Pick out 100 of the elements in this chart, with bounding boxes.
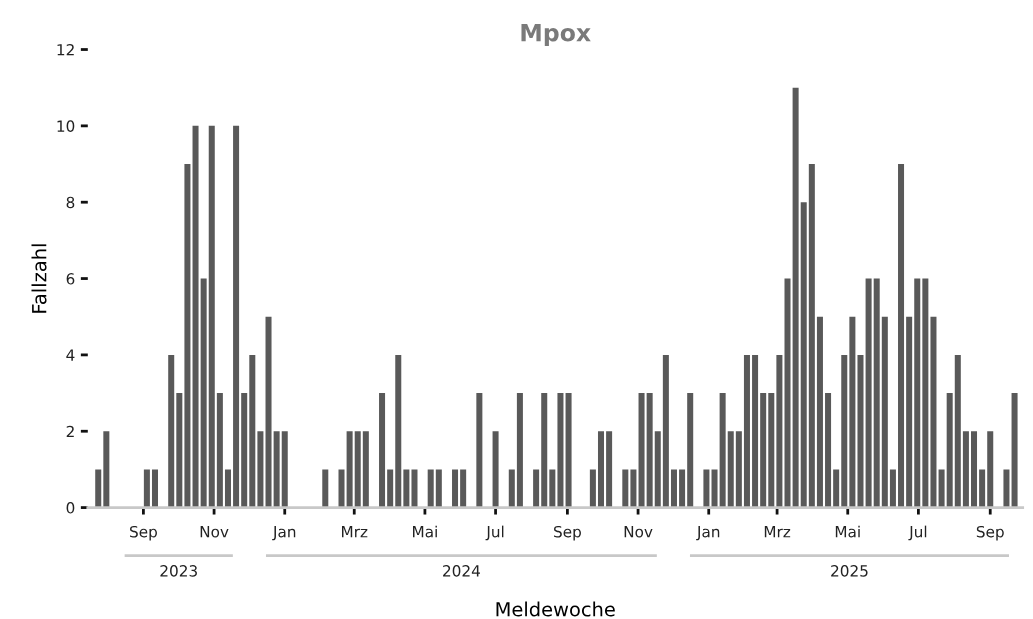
y-tick-label: 4 <box>66 349 75 361</box>
bar <box>865 278 872 508</box>
bar <box>881 316 888 508</box>
x-tick-label: Mrz <box>342 526 368 538</box>
bar <box>427 469 434 508</box>
bar <box>346 431 353 508</box>
y-tick-label: 8 <box>66 196 75 209</box>
bar <box>516 393 523 508</box>
bar <box>597 431 605 508</box>
bar <box>168 354 175 508</box>
bar <box>387 469 394 508</box>
bar <box>379 393 386 508</box>
text: 2024 <box>443 565 480 577</box>
bar <box>792 87 799 508</box>
bar <box>849 316 856 508</box>
bar <box>727 431 734 508</box>
bar <box>143 469 150 508</box>
bar <box>1003 469 1010 508</box>
bar <box>971 431 978 508</box>
bar <box>776 354 783 508</box>
bar <box>241 393 248 508</box>
bar <box>889 469 896 508</box>
bar <box>176 393 183 508</box>
bar <box>224 469 231 508</box>
bar <box>192 125 199 508</box>
bar <box>549 469 556 508</box>
bar <box>257 431 264 508</box>
bar <box>1011 393 1018 508</box>
bar <box>281 431 288 508</box>
y-tick-label: 0 <box>66 502 75 514</box>
x-axis-title: Meldewoche <box>496 601 615 617</box>
bar <box>492 431 499 508</box>
x-tick-label: Jan <box>696 526 720 541</box>
bar <box>857 354 864 508</box>
y-tick-label: 6 <box>66 273 75 285</box>
x-tick-label: Mrz <box>764 526 791 538</box>
bar <box>898 164 905 508</box>
bar <box>784 278 791 508</box>
bar <box>273 431 280 508</box>
bar <box>760 393 767 508</box>
bar <box>216 393 223 508</box>
bar <box>768 393 775 508</box>
bar <box>354 431 361 508</box>
bar <box>922 278 929 508</box>
bar <box>533 469 540 508</box>
bar <box>841 354 848 508</box>
bar <box>557 393 564 508</box>
chart-title: Mpox <box>521 23 591 47</box>
x-tick-label: Mai <box>413 525 437 538</box>
y-tick-label: 12 <box>57 43 74 56</box>
bar <box>646 393 653 508</box>
bar <box>338 469 345 508</box>
bar <box>987 431 994 508</box>
bar <box>95 469 102 508</box>
bar <box>800 202 807 508</box>
x-tick-label: Sep <box>130 525 157 541</box>
bar <box>249 354 256 508</box>
bar <box>403 469 410 508</box>
bar <box>460 469 467 508</box>
bar <box>435 469 442 508</box>
bar <box>979 469 986 508</box>
bar <box>233 125 240 508</box>
bar <box>508 469 515 508</box>
y-tick-label: 10 <box>57 120 75 132</box>
bar <box>541 393 548 508</box>
bar <box>606 431 613 508</box>
bar <box>719 393 726 508</box>
bar <box>938 469 945 508</box>
bar <box>679 469 686 508</box>
x-tick-label: Sep <box>976 525 1004 541</box>
bar <box>825 393 832 508</box>
bar <box>589 469 596 508</box>
bar <box>816 316 823 508</box>
bar <box>670 469 677 508</box>
bar <box>622 469 629 508</box>
y-tick-label: 2 <box>66 425 74 438</box>
bar <box>200 278 207 508</box>
bar <box>954 354 961 508</box>
bar <box>703 469 710 508</box>
bar <box>662 354 669 508</box>
bar <box>743 354 750 508</box>
bar <box>946 393 953 508</box>
bar <box>151 469 159 508</box>
bar <box>654 431 661 508</box>
bar <box>711 469 718 508</box>
bar <box>103 431 110 508</box>
bar <box>833 469 840 508</box>
bar <box>930 316 937 508</box>
bar <box>265 316 272 508</box>
bar <box>208 125 215 508</box>
bar <box>914 278 921 508</box>
y-axis-title: Fallzahl <box>31 244 47 313</box>
x-tick-label: Sep <box>554 525 581 541</box>
bar <box>411 469 418 508</box>
bar <box>906 316 913 508</box>
text: 2025 <box>831 565 868 577</box>
bar <box>687 393 694 508</box>
x-tick-label: Jul <box>485 525 504 541</box>
x-tick-label: Jan <box>272 526 296 541</box>
x-tick-label: Mai <box>835 525 860 538</box>
